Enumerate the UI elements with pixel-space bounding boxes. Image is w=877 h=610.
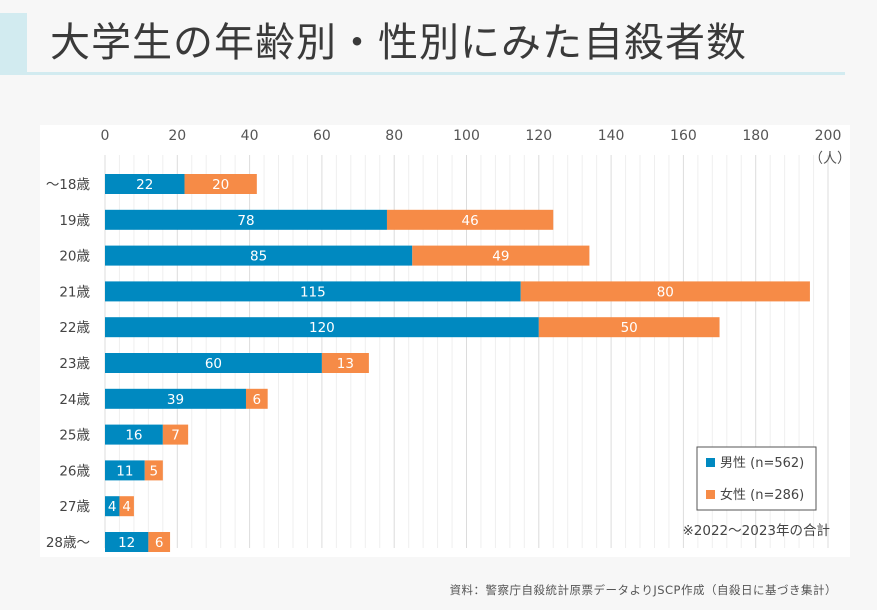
x-tick-label: 40 xyxy=(241,128,259,144)
legend: 男性 (n=562) 女性 (n=286) xyxy=(696,446,817,511)
bar-female xyxy=(144,460,163,481)
category-label: 〜18歳 xyxy=(46,177,91,193)
x-tick-label: 20 xyxy=(168,128,186,144)
x-tick-label: 60 xyxy=(313,128,331,144)
bar-female xyxy=(148,532,171,552)
page-title: 大学生の年齢別・性別にみた自殺者数 xyxy=(50,20,747,66)
bar-male xyxy=(105,209,387,230)
x-tick-label: 0 xyxy=(101,128,110,144)
bar-male xyxy=(105,174,185,194)
bar-male xyxy=(105,424,163,445)
data-label-female: 50 xyxy=(621,320,638,336)
bar-female xyxy=(321,353,369,373)
category-label: 22歳 xyxy=(59,320,90,336)
data-label-male: 12 xyxy=(118,535,135,551)
data-label-female: 6 xyxy=(253,392,262,408)
bar-female xyxy=(412,245,590,266)
bar-female xyxy=(520,281,810,302)
bar-female xyxy=(538,317,720,338)
data-label-female: 49 xyxy=(492,249,509,265)
legend-label-male: 男性 (n=562) xyxy=(720,456,804,471)
bar-male xyxy=(105,532,149,552)
bar-female xyxy=(162,424,189,445)
category-label: 23歳 xyxy=(59,356,90,372)
x-tick-label: 120 xyxy=(525,128,552,144)
x-tick-label: 100 xyxy=(453,128,480,144)
data-label-female: 6 xyxy=(155,535,164,551)
legend-label-female: 女性 (n=286) xyxy=(720,487,804,503)
bar-male xyxy=(105,245,413,266)
category-label: 24歳 xyxy=(59,392,90,408)
category-label: 28歳〜 xyxy=(46,535,90,551)
bar-female xyxy=(386,209,554,230)
category-label: 25歳 xyxy=(59,428,90,444)
x-axis-unit-label: （人） xyxy=(809,151,850,167)
data-label-male: 4 xyxy=(108,499,117,515)
x-tick-labels: 0 20 40 60 80 100 120 140 160 180 200 xyxy=(101,128,842,144)
stacked-bar-chart: 0 20 40 60 80 100 120 140 160 180 200 （人） 〜18歳 19歳 2… xyxy=(46,128,850,552)
bar-male xyxy=(105,388,246,409)
bar-male xyxy=(105,460,145,481)
x-tick-label: 80 xyxy=(385,128,403,144)
bar-male xyxy=(105,281,521,302)
bar-male xyxy=(105,353,322,373)
data-label-male: 115 xyxy=(300,284,326,300)
chart-panel: 0 20 40 60 80 100 120 140 160 180 200 （人） 〜18歳 19歳 2… xyxy=(40,125,850,557)
category-label: 21歳 xyxy=(59,284,90,300)
title-underline xyxy=(27,72,845,75)
data-label-male: 85 xyxy=(250,249,267,265)
category-label: 27歳 xyxy=(59,499,90,515)
data-label-female: 13 xyxy=(337,356,354,372)
data-label-male: 78 xyxy=(237,213,254,229)
data-label-male: 120 xyxy=(309,320,335,336)
category-label: 20歳 xyxy=(59,249,90,265)
source-note: 資料：警察庁自殺統計原票データよりJSCP作成（自殺日に基づき集計） xyxy=(449,583,837,597)
data-label-female: 4 xyxy=(122,499,131,515)
bar-female xyxy=(245,388,268,409)
category-label: 26歳 xyxy=(59,463,90,479)
data-label-male: 39 xyxy=(167,392,184,408)
x-tick-label: 160 xyxy=(670,128,697,144)
bar-male xyxy=(105,496,120,517)
legend-box xyxy=(696,446,817,511)
legend-swatch-male xyxy=(706,458,715,467)
bar-male xyxy=(105,317,539,338)
legend-swatch-female xyxy=(706,490,715,499)
data-label-female: 20 xyxy=(212,177,229,193)
period-annotation: ※2022〜2023年の合計 xyxy=(682,523,830,539)
x-tick-label: 180 xyxy=(742,128,769,144)
title-accent-bar xyxy=(0,13,27,75)
bar-female xyxy=(119,496,134,517)
x-tick-label: 140 xyxy=(598,128,625,144)
data-label-female: 80 xyxy=(657,284,674,300)
category-label: 19歳 xyxy=(59,213,90,229)
data-label-male: 16 xyxy=(125,428,142,444)
data-label-male: 60 xyxy=(205,356,222,372)
data-label-female: 7 xyxy=(171,428,180,444)
category-labels: 〜18歳 19歳 20歳 21歳 22歳 23歳 24歳 25歳 26歳 27歳 28歳〜 xyxy=(46,177,91,551)
data-label-male: 22 xyxy=(136,177,153,193)
data-label-male: 11 xyxy=(116,463,133,479)
data-label-female: 5 xyxy=(150,463,159,479)
x-tick-label: 200 xyxy=(815,128,842,144)
bar-female xyxy=(184,174,257,194)
data-label-female: 46 xyxy=(462,213,479,229)
